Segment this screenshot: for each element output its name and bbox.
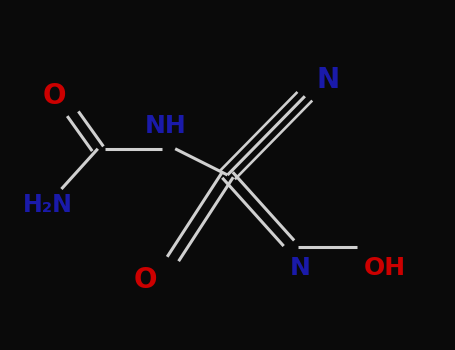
Text: NH: NH [145,114,187,138]
Text: OH: OH [364,256,405,280]
Text: H₂N: H₂N [23,193,73,217]
Text: N: N [290,256,311,280]
Text: O: O [134,266,157,294]
Text: O: O [43,82,66,110]
Text: N: N [316,66,339,94]
